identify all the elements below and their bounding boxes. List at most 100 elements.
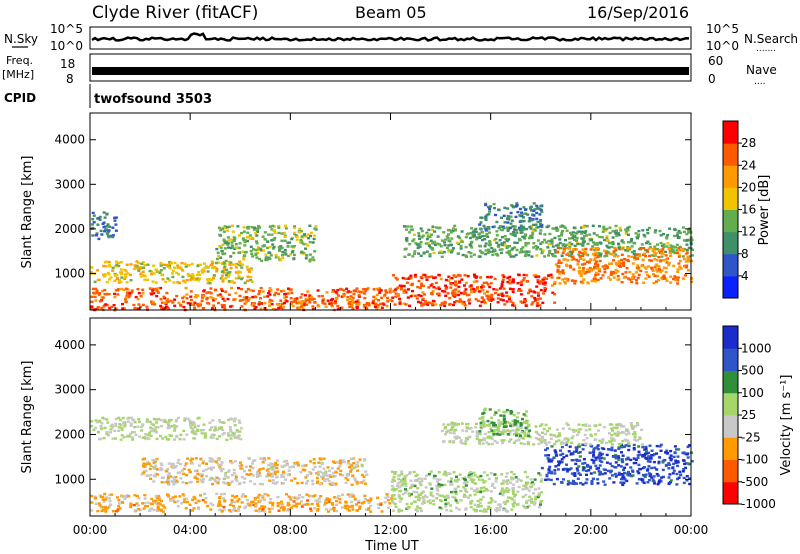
velocity-cell [565, 422, 569, 425]
velocity-cell [589, 472, 593, 475]
velocity-cell [459, 439, 463, 442]
velocity-cell [582, 458, 586, 461]
velocity-cell [201, 480, 205, 484]
power-cell [442, 231, 446, 234]
power-cell [563, 282, 567, 285]
power-cell [659, 241, 663, 245]
power-cell [284, 292, 288, 296]
power-cell [268, 298, 272, 302]
power-cell [237, 275, 241, 278]
power-cell [289, 253, 292, 256]
power-cell [536, 220, 540, 224]
power-cell [428, 253, 432, 256]
velocity-cell [598, 459, 602, 463]
velocity-cell [114, 417, 118, 421]
power-cell [164, 303, 168, 306]
power-cell [266, 295, 270, 298]
power-cell [664, 250, 668, 254]
power-cell [601, 274, 605, 277]
power-cell [95, 289, 99, 293]
power-cell [592, 232, 596, 235]
velocity-cell [490, 498, 494, 502]
velocity-cell [118, 418, 122, 422]
velocity-cell [101, 416, 105, 419]
power-cell [616, 270, 620, 273]
power-cell [107, 292, 111, 296]
power-cell [134, 266, 137, 269]
power-cell [489, 282, 493, 285]
power-cell [480, 300, 484, 304]
power-cell [236, 225, 240, 228]
velocity-cell [598, 423, 602, 426]
velocity-cell [185, 497, 189, 500]
power-cell [535, 248, 539, 251]
power-cell [171, 269, 175, 273]
velocity-cell [142, 507, 146, 510]
velocity-cell [282, 460, 286, 463]
velocity-cell [478, 501, 482, 505]
x-tick-label: 04:00 [173, 523, 208, 537]
velocity-cell [500, 473, 504, 476]
power-cell [636, 237, 639, 240]
power-cell [454, 228, 457, 231]
power-colorbar-segment [723, 121, 738, 144]
velocity-cell [582, 439, 586, 442]
power-cell [475, 280, 479, 283]
velocity-cell [646, 460, 650, 463]
power-cell [510, 219, 514, 222]
power-cell [547, 240, 551, 243]
power-cell [622, 241, 626, 244]
velocity-cell [235, 429, 239, 432]
velocity-cell [493, 439, 497, 443]
velocity-cell [405, 474, 409, 477]
power-cell [578, 272, 582, 275]
velocity-cell [688, 482, 692, 486]
power-cell [382, 303, 386, 306]
velocity-cell [295, 461, 299, 464]
velocity-cell [324, 473, 328, 476]
power-cell [311, 308, 315, 311]
velocity-cell [515, 416, 519, 419]
power-cell [629, 239, 633, 242]
power-cell [400, 288, 403, 291]
velocity-cell [308, 470, 312, 474]
velocity-cell [450, 425, 454, 429]
velocity-cell [141, 436, 145, 439]
power-cell [606, 266, 609, 269]
power-cell [523, 254, 527, 257]
power-cell [264, 256, 268, 259]
velocity-cell [613, 426, 617, 429]
velocity-cell [443, 495, 446, 498]
power-cell [498, 225, 502, 228]
power-cell [304, 257, 308, 260]
velocity-cell [464, 484, 468, 487]
power-cell [248, 297, 252, 300]
power-cell [436, 235, 440, 238]
power-cell [254, 252, 258, 256]
power-cell [508, 282, 512, 285]
power-cell [633, 258, 637, 261]
power-cell [567, 243, 571, 246]
power-cell [646, 273, 650, 277]
velocity-cell [154, 494, 158, 498]
velocity-cell [602, 447, 606, 451]
power-cell [572, 231, 575, 234]
velocity-cell [653, 482, 656, 485]
velocity-cell [572, 450, 576, 453]
velocity-cell [598, 439, 602, 442]
velocity-cell [353, 477, 357, 480]
power-cell [173, 266, 176, 269]
velocity-cell [483, 438, 486, 442]
power-cell [657, 255, 661, 259]
velocity-cell [168, 434, 172, 437]
power-cell [98, 300, 102, 303]
velocity-cell [678, 470, 682, 473]
power-cell [120, 276, 124, 279]
power-cell [437, 226, 441, 230]
power-cell [193, 308, 197, 311]
power-cell [583, 234, 586, 238]
power-cell [433, 276, 437, 279]
power-cell [496, 254, 500, 257]
power-cell [526, 280, 529, 283]
power-cell [525, 274, 529, 277]
